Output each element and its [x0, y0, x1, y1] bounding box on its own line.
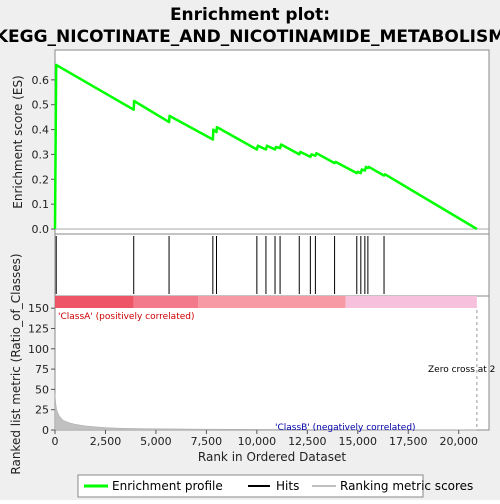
heat-bar [55, 296, 477, 308]
es-ytick-label: 0.1 [32, 198, 50, 211]
heat-bar-segment [55, 296, 134, 308]
rank-ytick-label: 125 [28, 322, 49, 335]
es-ytick-label: 0.5 [32, 99, 50, 112]
es-ytick-label: 0.6 [32, 74, 50, 87]
class-b-label: 'ClassB' (negatively correlated) [275, 423, 416, 433]
heat-bar-segment [345, 296, 477, 308]
x-tick-label: 7,500 [191, 435, 223, 448]
x-tick-label: 15,000 [339, 435, 378, 448]
chart-title-line1: Enrichment plot: [170, 5, 330, 25]
es-ytick-label: 0.4 [32, 124, 50, 137]
x-tick-label: 20,000 [439, 435, 478, 448]
rank-ytick-label: 75 [35, 363, 49, 376]
es-ytick-label: 0.3 [32, 148, 50, 161]
rank-y-axis-label: Ranked list metric (Ratio_of_Classes) [9, 253, 23, 474]
rank-ytick-label: 0 [42, 424, 49, 437]
class-a-label: 'ClassA' (positively correlated) [58, 312, 195, 322]
x-ticks: 0 2,500 5,000 7,500 10,000 12,500 15,000 17,500… [52, 430, 478, 448]
rank-ytick-label: 25 [35, 404, 49, 417]
rank-ytick-label: 50 [35, 383, 49, 396]
rank-ticks: 0 25 50 75 100 125 150 [28, 302, 55, 437]
hits-panel [54, 233, 490, 297]
ranking-metric-area [54, 393, 477, 431]
x-tick-label: 10,000 [238, 435, 277, 448]
x-tick-label: 5,000 [140, 435, 172, 448]
rank-metric-area [54, 310, 478, 431]
rank-panel [54, 295, 490, 431]
x-axis-label: Rank in Ordered Dataset [198, 450, 346, 464]
es-ytick-label: 0.0 [32, 223, 50, 236]
enrichment-profile-line [53, 63, 478, 231]
es-line-group [53, 63, 478, 231]
x-tick-label: 12,500 [288, 435, 327, 448]
es-ticks: 0.0 0.1 0.2 0.3 0.4 0.5 0.6 [32, 74, 489, 236]
x-tick-label: 0 [52, 435, 59, 448]
legend-label-ranking: Ranking metric scores [340, 479, 473, 493]
heat-bar-segment [133, 296, 199, 308]
x-tick-label: 2,500 [90, 435, 122, 448]
legend-label-enrichment: Enrichment profile [112, 479, 223, 493]
es-ytick-label: 0.2 [32, 173, 50, 186]
chart-title-line2: KEGG_NICOTINATE_AND_NICOTINAMIDE_METABOL… [0, 27, 500, 47]
es-y-axis-label: Enrichment score (ES) [11, 75, 25, 208]
heat-bar-segment [198, 296, 346, 308]
hits-group [55, 236, 385, 294]
rank-ytick-label: 150 [28, 302, 49, 315]
es-panel [54, 49, 490, 235]
x-tick-label: 17,500 [389, 435, 428, 448]
rank-ytick-label: 100 [28, 343, 49, 356]
zero-cross-label: Zero cross at 2 [428, 365, 495, 375]
legend-label-hits: Hits [276, 479, 299, 493]
